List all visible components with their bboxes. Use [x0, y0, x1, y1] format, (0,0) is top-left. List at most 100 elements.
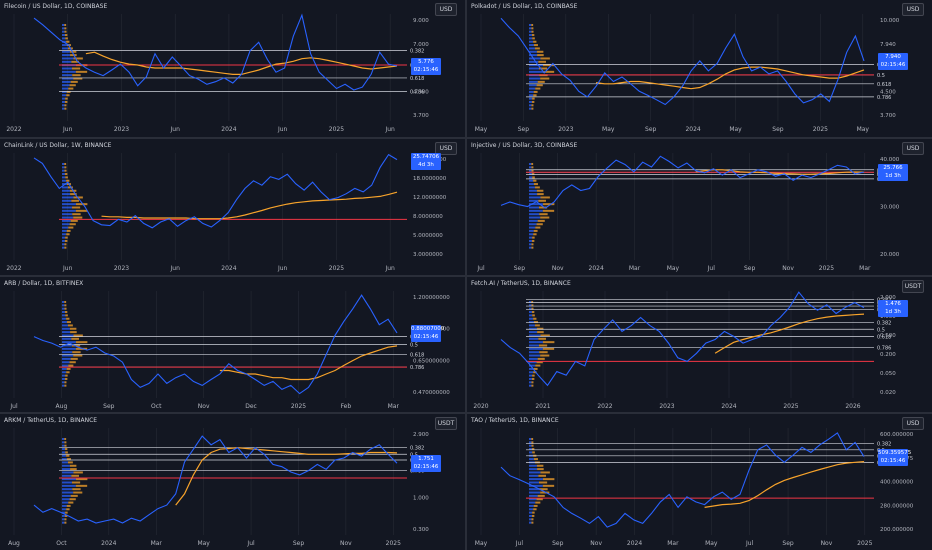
moving-average-line	[101, 191, 398, 220]
volume-profile-bar	[540, 77, 550, 80]
volume-profile-bar	[532, 374, 535, 377]
y-tick-label: 12.0000000	[413, 195, 447, 201]
chart-panel[interactable]: 2022Jun2023Jun2024Jun2025Jun30.000000018…	[0, 139, 463, 274]
volume-profile-bar	[66, 40, 70, 43]
volume-profile-bar	[62, 337, 72, 340]
currency-button[interactable]: USDT	[435, 417, 457, 430]
volume-profile-bar	[529, 367, 534, 370]
currency-button[interactable]: USD	[902, 417, 924, 430]
volume-profile-bar	[70, 357, 78, 360]
price-timer: 02:15:46	[413, 66, 439, 73]
volume-profile-bar	[533, 504, 538, 507]
volume-profile-bar	[64, 444, 67, 447]
y-tick-label: 1.000	[880, 314, 896, 320]
volume-profile-bar	[66, 367, 71, 370]
currency-button[interactable]: USD	[902, 142, 924, 155]
volume-profile-bar	[66, 504, 71, 507]
volume-profile-bar	[66, 371, 70, 374]
volume-profile-bar	[537, 193, 544, 196]
volume-profile-bar	[72, 351, 81, 354]
volume-profile-bar	[72, 213, 81, 216]
price-line	[500, 432, 865, 528]
y-tick-label: 600.000000	[880, 432, 914, 438]
volume-profile-bar	[529, 44, 534, 47]
currency-button[interactable]: USD	[435, 3, 457, 16]
x-tick-label: 2022	[597, 403, 612, 410]
volume-profile-bar	[62, 454, 67, 457]
currency-button[interactable]: USD	[902, 3, 924, 16]
currency-button[interactable]: USDT	[902, 280, 924, 293]
chart-panel[interactable]: May Jul Sep Nov 2024 Mar May Jul Sep Nov 2025 0.382…	[467, 414, 930, 549]
volume-profile-bar	[529, 324, 535, 327]
volume-profile-bar	[529, 47, 535, 50]
x-tick-label: Jun	[384, 265, 395, 272]
chart-panel[interactable]: JulSepNov2024MarMayJulSepNov2025Mar0.382…	[467, 139, 930, 274]
volume-profile-bar	[62, 304, 65, 307]
x-tick-label: Sep	[782, 540, 794, 547]
volume-profile-bar	[64, 243, 67, 246]
y-tick-label: 0.470000000	[413, 390, 450, 396]
y-tick-label: 0.050	[880, 371, 896, 377]
x-tick-label: 2024	[685, 126, 700, 133]
volume-profile-bar	[62, 236, 66, 239]
volume-profile-bar	[62, 226, 69, 229]
x-tick-label: Nov	[198, 403, 210, 410]
volume-profile-bar	[62, 488, 73, 491]
y-tick-label: 10.000	[880, 18, 900, 24]
volume-profile-bar	[529, 381, 532, 384]
volume-profile-bar	[62, 70, 76, 73]
volume-profile-bar	[529, 87, 536, 90]
volume-profile-bar	[542, 209, 555, 212]
x-tick-label: Jun	[170, 265, 181, 272]
chart-panel[interactable]: 2022Jun2023Jun2024Jun2025Jun0.3820.50.61…	[0, 0, 463, 135]
price-value: 7.940	[885, 53, 901, 60]
currency-button[interactable]: USD	[435, 142, 457, 155]
volume-profile-bar	[533, 229, 538, 232]
volume-profile-bar	[66, 317, 70, 320]
volume-profile-bar	[67, 186, 73, 189]
volume-profile-bar	[529, 166, 532, 169]
x-tick-label: Jul	[9, 403, 18, 410]
chart-panel[interactable]: AugOct2024MarMayJulSepNov20250.3820.50.6…	[0, 414, 463, 549]
price-label: 5.776 02:15:46	[411, 57, 441, 75]
x-tick-label: 2025	[386, 540, 401, 547]
volume-profile-bar	[536, 223, 543, 226]
fib-level-label: 0.618	[877, 334, 891, 340]
volume-profile-bar	[535, 501, 541, 504]
price-timer: 4d 3h	[418, 162, 434, 168]
volume-profile-bar	[538, 67, 548, 70]
moving-average-line	[85, 51, 398, 75]
price-timer: 1d 3h	[885, 172, 901, 179]
volume-profile-bar	[64, 438, 67, 440]
panel-divider-horizontal	[0, 275, 932, 277]
volume-profile-bar	[67, 324, 73, 327]
volume-profile-bar	[69, 327, 77, 330]
x-tick-label: 2025	[329, 265, 344, 272]
volume-profile-bar	[66, 321, 71, 324]
volume-profile-bar	[531, 377, 535, 380]
volume-profile-bar	[73, 471, 83, 474]
volume-profile-bar	[69, 223, 76, 226]
volume-profile-bar	[73, 216, 83, 219]
chart-panel[interactable]: JulAugSepOctNovDec2025FebMar0.3820.50.61…	[0, 277, 463, 412]
x-tick-label: 2023	[114, 126, 129, 133]
volume-profile-bar	[542, 341, 555, 344]
volume-profile-bar	[538, 60, 546, 63]
fib-level-label: 0.786	[877, 346, 891, 352]
price-label: 509.359575 02:15:46	[878, 448, 911, 466]
volume-profile-bar	[529, 67, 539, 70]
chart-panel[interactable]: 2020 2021 2022 2023 2024 2025 2026 0.382 0.5 0.61…	[467, 277, 930, 412]
volume-profile-bar	[529, 458, 534, 461]
chart-svg: MaySep2023MaySep2024MaySep2025May0.3820.…	[475, 14, 900, 133]
volume-profile-bar	[64, 448, 68, 451]
volume-profile-bar	[62, 481, 72, 484]
volume-profile-bar	[531, 243, 534, 246]
volume-profile-bar	[538, 481, 548, 484]
x-tick-label: Sep	[645, 126, 657, 133]
x-tick-label: Nov	[821, 540, 833, 547]
volume-profile-bar	[73, 77, 83, 80]
x-tick-label: Mar	[629, 265, 641, 272]
chart-panel[interactable]: MaySep2023MaySep2024MaySep2025May0.3820.…	[467, 0, 930, 135]
volume-profile-bar	[62, 518, 65, 521]
x-tick-label: Oct	[151, 403, 162, 410]
